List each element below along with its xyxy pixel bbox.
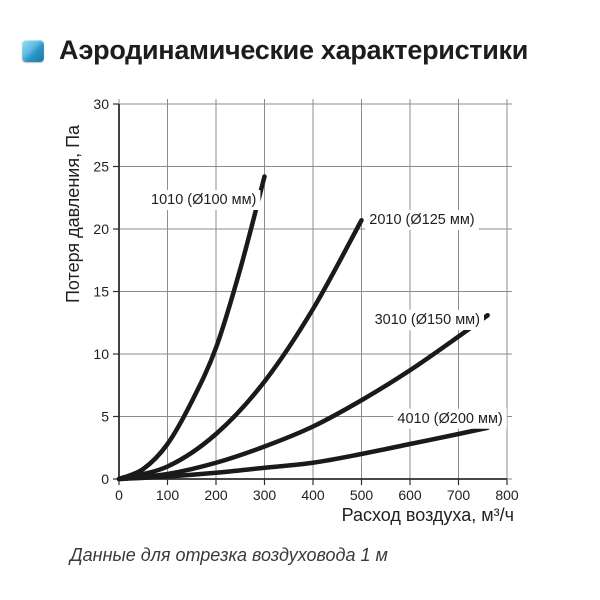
x-tick-label: 0 <box>115 487 123 503</box>
x-tick-label: 100 <box>156 487 180 503</box>
chart-plot-area: 0 100 200 300 400 500 600 700 800 0 5 10 15 20 25 30 101… <box>93 96 518 503</box>
x-tick-label: 400 <box>301 487 325 503</box>
y-tick-label: 5 <box>101 409 109 425</box>
y-tick-label: 25 <box>93 159 109 175</box>
x-axis-title: Расход воздуха, м³/ч <box>342 505 514 525</box>
series-label: 1010 (Ø100 мм) <box>151 192 256 208</box>
y-tick-label: 15 <box>93 284 109 300</box>
page-title: Аэродинамические характеристики <box>59 35 529 65</box>
chart-caption: Данные для отрезка воздуховода 1 м <box>70 545 388 565</box>
x-tick-label: 300 <box>253 487 277 503</box>
blue-square-bullet-icon <box>22 39 44 62</box>
x-tick-label: 600 <box>398 487 422 503</box>
y-tick-label: 20 <box>93 221 109 237</box>
series-label-background <box>147 190 261 210</box>
series-label: 3010 (Ø150 мм) <box>375 312 480 328</box>
series-curve <box>116 313 490 482</box>
series-label-background <box>370 310 484 330</box>
series-curve <box>116 174 267 482</box>
x-tick-label: 700 <box>447 487 471 503</box>
series-curve <box>116 425 490 482</box>
y-axis-title: Потеря давления, Па <box>63 124 83 303</box>
series-label-background <box>393 408 507 429</box>
y-tick-label: 0 <box>101 471 109 487</box>
series-curve <box>116 218 364 482</box>
page-header: Аэродинамические характеристики <box>22 37 528 64</box>
x-tick-label: 200 <box>204 487 228 503</box>
y-tick-label: 30 <box>93 96 109 112</box>
series-label: 2010 (Ø125 мм) <box>369 212 474 228</box>
series-label-background <box>365 210 479 230</box>
x-tick-label: 500 <box>350 487 374 503</box>
series-label: 4010 (Ø200 мм) <box>397 411 502 427</box>
x-tick-label: 800 <box>495 487 519 503</box>
y-tick-label: 10 <box>93 346 109 362</box>
